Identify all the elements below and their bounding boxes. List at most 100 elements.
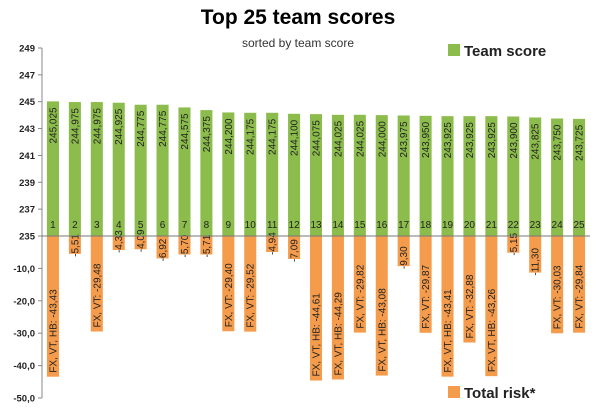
team-score-label: 244,075 bbox=[312, 120, 323, 157]
team-score-label: 243,925 bbox=[487, 122, 498, 159]
rank-label: 19 bbox=[442, 220, 454, 231]
total-risk-bar bbox=[112, 236, 125, 251]
team-score-label: 244,975 bbox=[92, 108, 103, 145]
team-score-label: 243,925 bbox=[443, 122, 454, 159]
total-risk-label: FX, VT: -30,03 bbox=[553, 265, 564, 329]
rank-label: 20 bbox=[464, 220, 476, 231]
team-score-bar bbox=[156, 104, 169, 236]
team-score-label: 244,775 bbox=[136, 110, 147, 147]
team-score-bar bbox=[375, 115, 388, 236]
total-risk-label: FX, VT, HB: -44,29 bbox=[333, 292, 344, 376]
rank-label: 4 bbox=[116, 220, 122, 231]
team-score-label: 244,100 bbox=[290, 119, 301, 156]
team-score-label: 243,825 bbox=[531, 123, 542, 160]
team-score-bar bbox=[46, 101, 59, 236]
lower-tick-label: -30,0 bbox=[13, 329, 35, 340]
team-score-label: 243,900 bbox=[509, 122, 520, 159]
total-risk-label: -6,92 bbox=[158, 238, 169, 261]
total-risk-bar bbox=[309, 236, 323, 381]
team-score-label: 244,375 bbox=[202, 116, 213, 153]
team-score-bar bbox=[68, 102, 81, 236]
total-risk-label: -9,30 bbox=[399, 246, 410, 269]
total-risk-bar bbox=[46, 236, 59, 377]
lower-tick-label: -10,0 bbox=[13, 264, 35, 275]
total-risk-label: -5,70 bbox=[180, 234, 191, 257]
team-score-label: 244,025 bbox=[355, 120, 366, 157]
total-risk-label: -4,09 bbox=[136, 229, 147, 252]
total-risk-bar bbox=[244, 236, 257, 332]
total-risk-bar bbox=[551, 236, 564, 334]
rank-label: 5 bbox=[138, 220, 144, 231]
team-score-bar bbox=[419, 115, 432, 236]
legend-swatch-total-risk bbox=[448, 386, 460, 398]
team-score-label: 244,775 bbox=[158, 110, 169, 147]
team-score-bar bbox=[288, 113, 301, 236]
total-risk-bar bbox=[375, 236, 388, 376]
team-score-bar bbox=[507, 116, 520, 236]
rank-label: 10 bbox=[245, 220, 257, 231]
team-score-bar bbox=[222, 112, 235, 236]
total-risk-bar bbox=[463, 236, 476, 343]
total-risk-bar bbox=[288, 236, 301, 259]
total-risk-label: FX, VT, HB: -43,43 bbox=[48, 289, 59, 373]
total-risk-bar bbox=[331, 236, 344, 380]
upper-tick-label: 235 bbox=[19, 232, 36, 243]
total-risk-label: FX, VT, HB: -43,26 bbox=[487, 288, 498, 372]
rank-label: 6 bbox=[160, 220, 166, 231]
total-risk-bar bbox=[90, 236, 103, 332]
legend: Team score Total risk* bbox=[448, 43, 546, 402]
team-score-bar bbox=[244, 112, 257, 236]
team-score-bar bbox=[551, 118, 564, 236]
total-risk-label: -4,33 bbox=[114, 230, 125, 253]
total-risk-bar bbox=[419, 236, 432, 333]
rank-label: 21 bbox=[486, 220, 498, 231]
rank-label: 25 bbox=[573, 220, 585, 231]
total-risk-label: -5,51 bbox=[70, 234, 81, 257]
total-risk-bar bbox=[156, 236, 169, 259]
upper-tick-label: 241 bbox=[19, 151, 36, 162]
team-score-label: 244,025 bbox=[333, 120, 344, 157]
rank-label: 1 bbox=[50, 220, 56, 231]
team-score-bar bbox=[266, 112, 279, 236]
total-risk-bar bbox=[573, 236, 586, 333]
lower-tick-label: -50,0 bbox=[13, 394, 35, 405]
total-risk-bar bbox=[200, 236, 213, 255]
team-score-label: 244,975 bbox=[70, 108, 81, 145]
team-score-bar bbox=[529, 117, 542, 236]
total-risk-label: -4,94 bbox=[268, 232, 279, 255]
plot-area: 249247245243241239237235-10,0-20,0-30,0-… bbox=[13, 44, 590, 405]
total-risk-bar bbox=[507, 236, 520, 253]
total-risk-bar bbox=[397, 236, 410, 267]
total-risk-label: FX, VT: -29,52 bbox=[246, 263, 257, 327]
total-risk-label: FX, VT: -29,48 bbox=[92, 263, 103, 327]
team-score-bar bbox=[397, 115, 410, 236]
rank-label: 15 bbox=[354, 220, 366, 231]
team-score-bar bbox=[200, 110, 213, 236]
total-risk-bar bbox=[266, 236, 279, 253]
team-score-bar bbox=[485, 116, 498, 236]
total-risk-label: FX, VT: -29,82 bbox=[355, 264, 366, 328]
team-score-label: 243,725 bbox=[575, 124, 586, 161]
total-risk-bar bbox=[178, 236, 191, 255]
chart-title: Top 25 team scores bbox=[201, 6, 396, 29]
total-risk-bar bbox=[485, 236, 498, 377]
legend-label-total-risk: Total risk* bbox=[464, 385, 536, 402]
total-risk-bar bbox=[353, 236, 366, 333]
rank-label: 14 bbox=[332, 220, 344, 231]
total-risk-bar bbox=[222, 236, 235, 332]
team-score-label: 244,000 bbox=[377, 121, 388, 158]
upper-tick-label: 243 bbox=[19, 124, 35, 135]
rank-label: 17 bbox=[398, 220, 410, 231]
rank-label: 2 bbox=[72, 220, 78, 231]
team-score-bar bbox=[463, 116, 476, 236]
team-score-bar bbox=[178, 107, 191, 237]
rank-label: 24 bbox=[552, 220, 564, 231]
team-score-label: 244,175 bbox=[246, 118, 257, 155]
team-score-label: 244,575 bbox=[180, 113, 191, 150]
team-score-label: 243,750 bbox=[553, 124, 564, 161]
team-score-bar bbox=[331, 114, 344, 236]
team-score-bar bbox=[309, 114, 323, 236]
upper-tick-label: 249 bbox=[19, 44, 35, 55]
legend-label-team-score: Team score bbox=[464, 43, 546, 60]
